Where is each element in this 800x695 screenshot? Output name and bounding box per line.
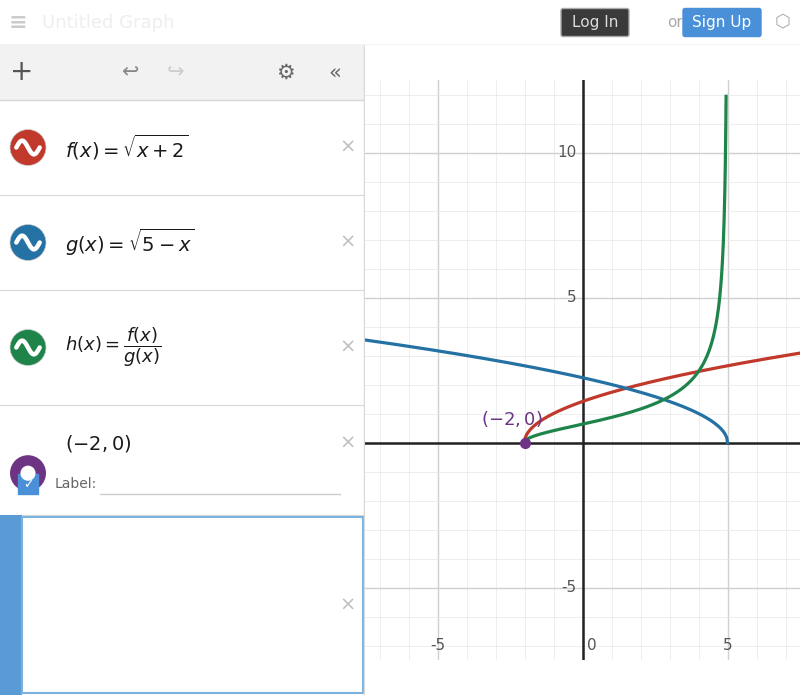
Circle shape xyxy=(10,129,46,165)
Text: ↩: ↩ xyxy=(122,63,138,83)
Text: Sign Up: Sign Up xyxy=(692,15,752,30)
Text: 10: 10 xyxy=(558,145,577,160)
FancyBboxPatch shape xyxy=(0,515,22,695)
Text: ×: × xyxy=(340,596,356,614)
Text: Untitled Graph: Untitled Graph xyxy=(42,13,174,31)
Text: $h(x) = \dfrac{f(x)}{g(x)}$: $h(x) = \dfrac{f(x)}{g(x)}$ xyxy=(65,326,162,369)
Text: ✓: ✓ xyxy=(22,477,34,491)
Circle shape xyxy=(10,455,46,491)
Circle shape xyxy=(10,329,46,366)
Text: 5: 5 xyxy=(567,290,577,305)
Text: +: + xyxy=(10,58,34,86)
Text: -5: -5 xyxy=(430,638,445,653)
FancyBboxPatch shape xyxy=(683,8,761,37)
Text: ×: × xyxy=(340,233,356,252)
Text: -5: -5 xyxy=(562,580,577,595)
Text: «: « xyxy=(329,63,342,83)
FancyBboxPatch shape xyxy=(561,8,629,37)
Text: ⌨: ⌨ xyxy=(7,675,29,689)
Text: ×: × xyxy=(340,434,356,453)
FancyBboxPatch shape xyxy=(22,517,363,693)
Text: $(-2, 0)$: $(-2, 0)$ xyxy=(481,409,542,430)
Text: ▲: ▲ xyxy=(28,677,36,687)
Text: ≡: ≡ xyxy=(9,13,27,33)
Text: Log In: Log In xyxy=(572,15,618,30)
Text: 5: 5 xyxy=(722,638,732,653)
FancyBboxPatch shape xyxy=(18,474,38,494)
Text: $g(x) = \sqrt{5-x}$: $g(x) = \sqrt{5-x}$ xyxy=(65,227,194,258)
Text: 0: 0 xyxy=(587,638,597,653)
Text: ⬡: ⬡ xyxy=(775,13,791,31)
Text: ↪: ↪ xyxy=(166,63,184,83)
Text: or: or xyxy=(667,15,683,30)
Text: ×: × xyxy=(340,138,356,157)
Text: $(-2,0)$: $(-2,0)$ xyxy=(65,433,132,454)
Circle shape xyxy=(10,224,46,261)
FancyBboxPatch shape xyxy=(0,45,365,100)
Text: $f(x) = \sqrt{x+2}$: $f(x) = \sqrt{x+2}$ xyxy=(65,133,189,162)
Text: ×: × xyxy=(340,338,356,357)
Text: desmos: desmos xyxy=(80,680,140,694)
Text: ⚙: ⚙ xyxy=(276,63,294,83)
Circle shape xyxy=(21,466,35,481)
Text: powered by: powered by xyxy=(82,672,138,682)
Text: Label:: Label: xyxy=(55,477,98,491)
